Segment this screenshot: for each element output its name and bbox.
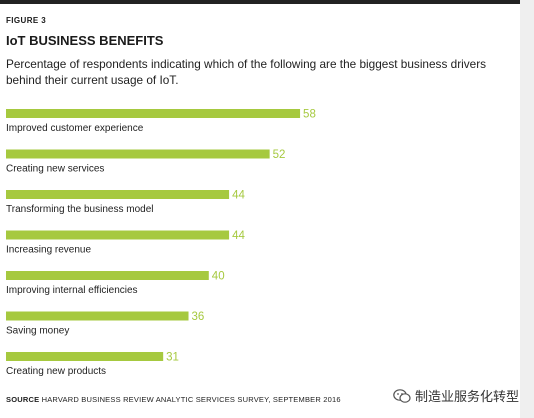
source-note: SOURCE HARVARD BUSINESS REVIEW ANALYTIC … — [6, 395, 341, 404]
value-label-6: 36 — [192, 311, 205, 323]
value-label-3: 44 — [232, 190, 245, 202]
category-label-4: Increasing revenue — [6, 245, 91, 256]
category-label-3: Transforming the business model — [6, 204, 153, 215]
category-label-6: Saving money — [6, 326, 69, 337]
category-label-5: Improving internal efficiencies — [6, 285, 138, 296]
source-label: SOURCE — [6, 395, 40, 404]
watermark-text: 制造业服务化转型 — [415, 389, 520, 404]
value-label-4: 44 — [232, 230, 245, 242]
bar-7 — [6, 352, 164, 361]
bar-6 — [6, 311, 189, 321]
value-label-2: 52 — [273, 149, 286, 161]
value-label-5: 40 — [212, 271, 225, 283]
bar-chart: 58 Improved customer experience 52 Creating… — [6, 109, 316, 377]
value-label-7: 31 — [166, 352, 179, 364]
wechat-icon — [393, 388, 411, 403]
figure-label: FIGURE 3 — [6, 16, 47, 25]
page-edge — [520, 0, 534, 418]
bar-4 — [6, 230, 230, 240]
category-label-1: Improved customer experience — [6, 123, 144, 134]
bar-1 — [6, 109, 301, 118]
category-label-7: Creating new products — [6, 366, 106, 377]
chart-title: IoT BUSINESS BENEFITS — [6, 33, 164, 48]
bar-2 — [6, 149, 270, 159]
value-label-1: 58 — [303, 109, 316, 121]
top-rule — [0, 0, 520, 4]
bar-3 — [6, 190, 230, 199]
bar-5 — [6, 271, 209, 280]
source-text: HARVARD BUSINESS REVIEW ANALYTIC SERVICE… — [41, 395, 341, 404]
chart-subtitle: Percentage of respondents indicating whi… — [6, 57, 487, 87]
watermark: 制造业服务化转型 — [393, 386, 519, 405]
category-label-2: Creating new services — [6, 164, 104, 175]
